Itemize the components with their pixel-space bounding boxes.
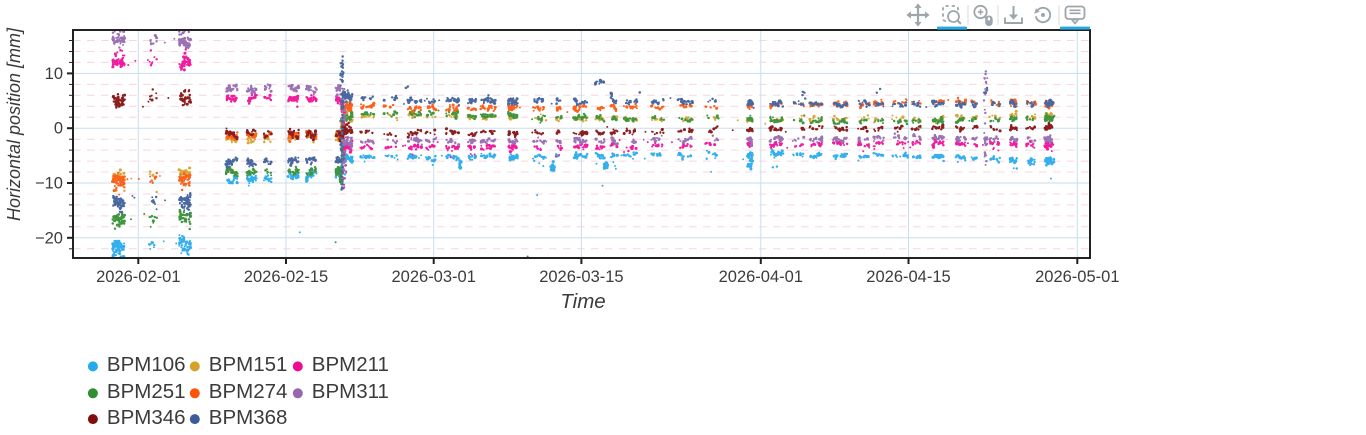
svg-text:2026-04-01: 2026-04-01 xyxy=(719,268,803,286)
svg-text:2026-04-15: 2026-04-15 xyxy=(866,268,950,286)
svg-text:10: 10 xyxy=(45,65,63,83)
svg-text:2026-02-01: 2026-02-01 xyxy=(96,268,180,286)
svg-text:0: 0 xyxy=(54,120,63,138)
svg-text:BPM211: BPM211 xyxy=(312,353,389,376)
svg-text:BPM251: BPM251 xyxy=(107,380,186,403)
svg-text:2026-05-01: 2026-05-01 xyxy=(1035,268,1119,286)
svg-text:BPM274: BPM274 xyxy=(209,380,288,403)
svg-text:BPM346: BPM346 xyxy=(107,406,186,429)
svg-text:−20: −20 xyxy=(35,229,63,247)
svg-text:BPM151: BPM151 xyxy=(209,353,288,376)
svg-text:Horizontal position [mm]: Horizontal position [mm] xyxy=(4,27,24,221)
svg-text:2026-03-01: 2026-03-01 xyxy=(391,268,475,286)
svg-text:2026-03-15: 2026-03-15 xyxy=(539,268,623,286)
svg-text:BPM106: BPM106 xyxy=(107,353,186,376)
svg-text:Time: Time xyxy=(560,290,605,313)
svg-text:BPM368: BPM368 xyxy=(209,406,288,429)
svg-text:2026-02-15: 2026-02-15 xyxy=(244,268,328,286)
svg-text:BPM311: BPM311 xyxy=(312,380,389,403)
svg-text:−10: −10 xyxy=(35,175,63,193)
